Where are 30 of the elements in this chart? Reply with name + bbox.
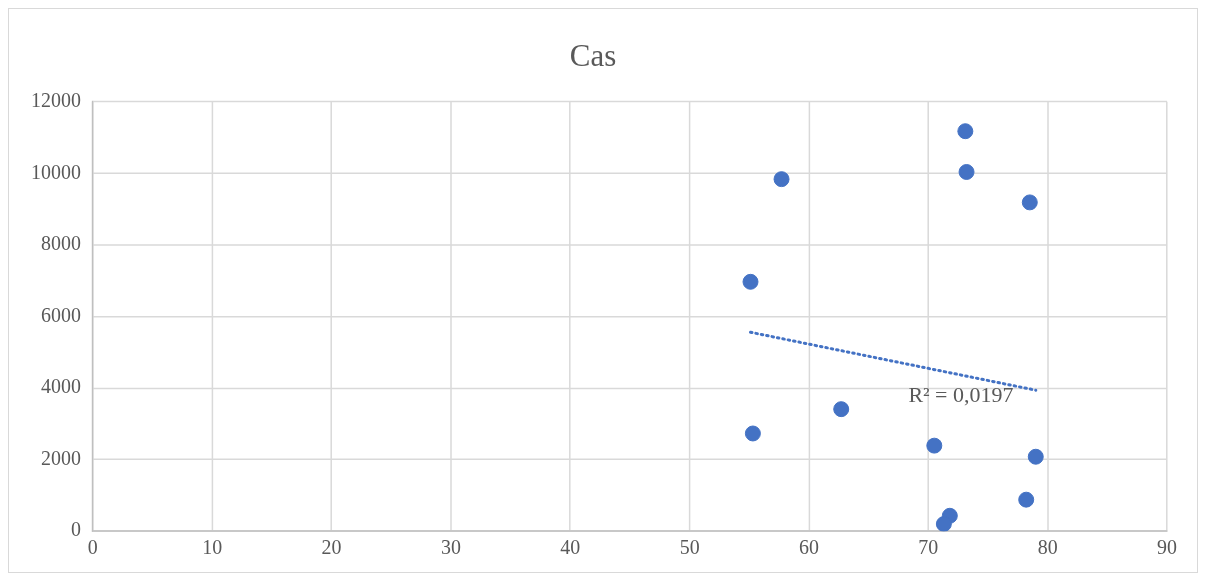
x-tick-label: 90 xyxy=(1157,536,1178,559)
point xyxy=(957,123,974,140)
point xyxy=(773,171,790,188)
y-tick-label: 2000 xyxy=(40,446,81,469)
x-tick-label: 60 xyxy=(799,536,819,559)
y-tick-label: 0 xyxy=(70,518,81,541)
x-tick-label: 40 xyxy=(560,536,581,559)
annotation: R² = 0,0197 xyxy=(908,381,1014,407)
point xyxy=(742,273,759,290)
point xyxy=(1021,194,1038,211)
point xyxy=(744,425,761,442)
x-tick-label: 0 xyxy=(87,536,98,559)
x-tick-label: 30 xyxy=(440,536,461,559)
y-tick-label: 10000 xyxy=(30,160,81,183)
x-tick-label: 50 xyxy=(679,536,700,559)
point xyxy=(1018,491,1035,508)
x-tick-label: 80 xyxy=(1037,536,1058,559)
x-tick-label: 20 xyxy=(321,536,342,559)
point xyxy=(1027,448,1044,465)
y-tick-label: 4000 xyxy=(40,375,81,398)
y-tick-label: 6000 xyxy=(40,303,81,326)
chart-title: Cas xyxy=(569,37,617,73)
point xyxy=(833,401,850,418)
y-tick-label: 12000 xyxy=(30,89,81,112)
point xyxy=(935,516,952,532)
x-tick-label: 10 xyxy=(202,536,223,559)
point xyxy=(958,164,975,180)
x-tick-label: 70 xyxy=(918,536,939,559)
y-tick-label: 8000 xyxy=(40,232,81,255)
point xyxy=(926,437,943,454)
